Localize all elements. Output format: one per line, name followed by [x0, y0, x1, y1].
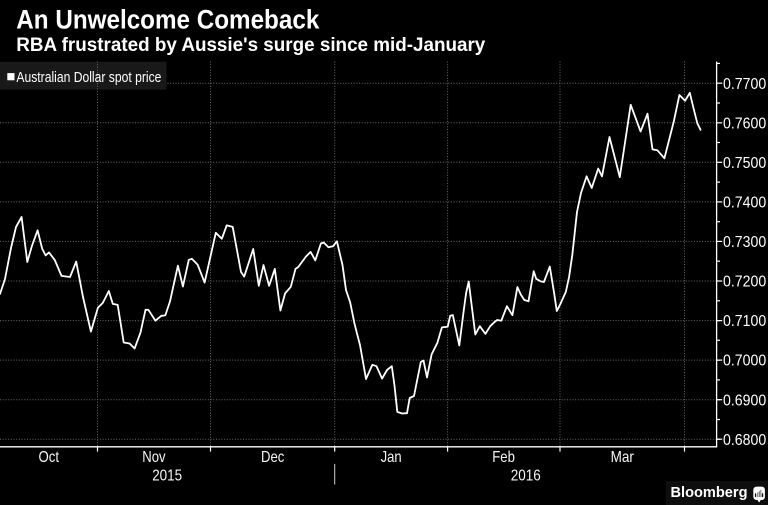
svg-text:0.6900: 0.6900: [723, 392, 766, 409]
svg-text:Jan: Jan: [381, 449, 402, 466]
svg-text:Dec: Dec: [261, 449, 284, 466]
svg-text:Australian Dollar spot price: Australian Dollar spot price: [16, 70, 161, 86]
svg-text:An Unwelcome Comeback: An Unwelcome Comeback: [16, 5, 320, 35]
svg-text:0.7500: 0.7500: [723, 155, 766, 172]
svg-text:0.7700: 0.7700: [723, 76, 766, 93]
svg-text:Oct: Oct: [39, 449, 60, 466]
svg-text:0.7600: 0.7600: [723, 115, 766, 132]
svg-text:0.7200: 0.7200: [723, 274, 766, 291]
svg-text:Bloomberg: Bloomberg: [671, 484, 748, 501]
svg-text:0.7300: 0.7300: [723, 234, 766, 251]
svg-text:2015: 2015: [152, 467, 182, 484]
svg-text:0.6800: 0.6800: [723, 432, 766, 449]
svg-text:0.7100: 0.7100: [723, 313, 766, 330]
svg-text:0.7000: 0.7000: [723, 353, 766, 370]
svg-text:Nov: Nov: [142, 449, 165, 466]
svg-text:2016: 2016: [511, 467, 541, 484]
svg-text:Mar: Mar: [611, 449, 634, 466]
svg-text:Feb: Feb: [492, 449, 515, 466]
svg-text:RBA frustrated by Aussie's sur: RBA frustrated by Aussie's surge since m…: [16, 34, 485, 56]
svg-text:0.7400: 0.7400: [723, 195, 766, 212]
